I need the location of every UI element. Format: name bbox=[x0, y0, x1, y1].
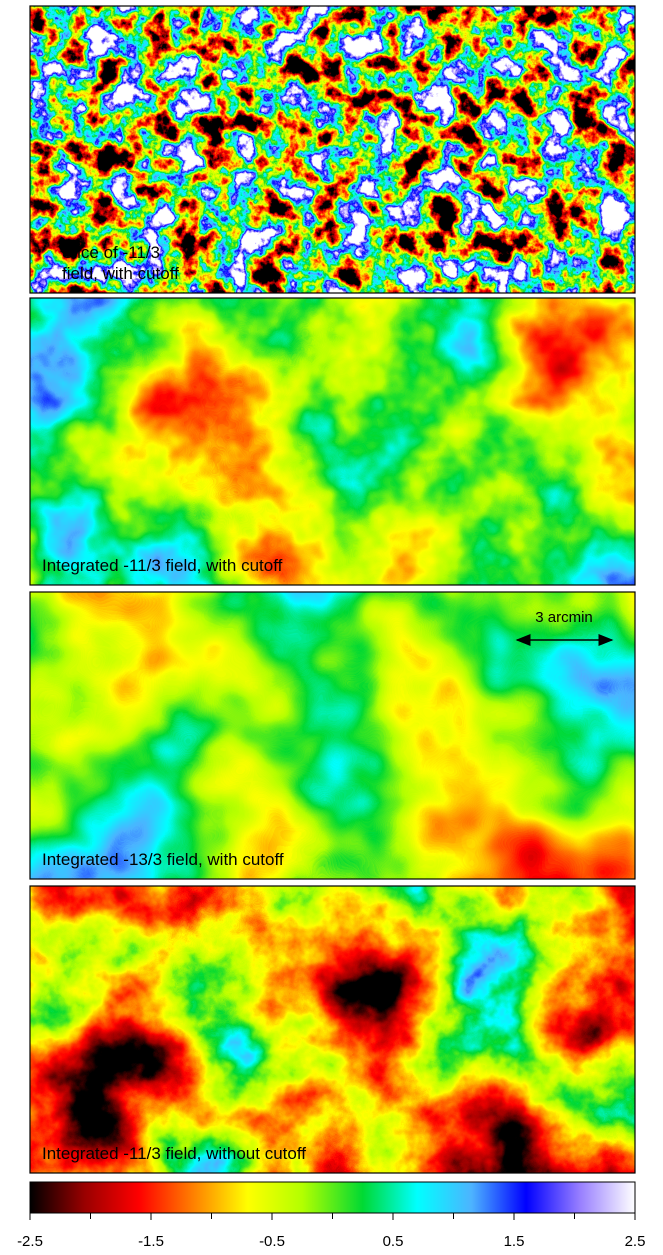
scale-label: 3 arcmin bbox=[535, 609, 593, 626]
field-map bbox=[30, 298, 635, 585]
tick-label: -1.5 bbox=[138, 1233, 164, 1250]
panel-frame bbox=[29, 5, 636, 294]
field-map bbox=[30, 886, 635, 1173]
colorbar bbox=[29, 1181, 636, 1214]
panel-label: Integrated -11/3 field, with cutoff bbox=[42, 556, 283, 575]
tick-label: 0.5 bbox=[383, 1233, 404, 1250]
panels: Slice of -11/3 field, with cutoff Integrat… bbox=[29, 5, 636, 1174]
panel-label: Integrated -13/3 field, with cutoff bbox=[42, 850, 284, 869]
tick-label: -2.5 bbox=[17, 1233, 43, 1250]
panel-frame bbox=[29, 297, 636, 586]
panel-label: Slice of -11/3 bbox=[62, 243, 160, 262]
panel-label: Integrated -11/3 field, without cutoff bbox=[42, 1144, 306, 1163]
panel-frame bbox=[29, 591, 636, 880]
panel-label: field, with cutoff bbox=[62, 264, 179, 283]
tick-label: 1.5 bbox=[504, 1233, 525, 1250]
tick-label: 2.5 bbox=[625, 1233, 646, 1250]
colorbar-ticks: -2.5 -1.5 -0.5 0.5 1.5 2.5 bbox=[17, 1213, 645, 1250]
field-map bbox=[30, 6, 635, 293]
panel-frame bbox=[29, 885, 636, 1174]
field-map bbox=[30, 592, 635, 879]
tick-label: -0.5 bbox=[259, 1233, 285, 1250]
